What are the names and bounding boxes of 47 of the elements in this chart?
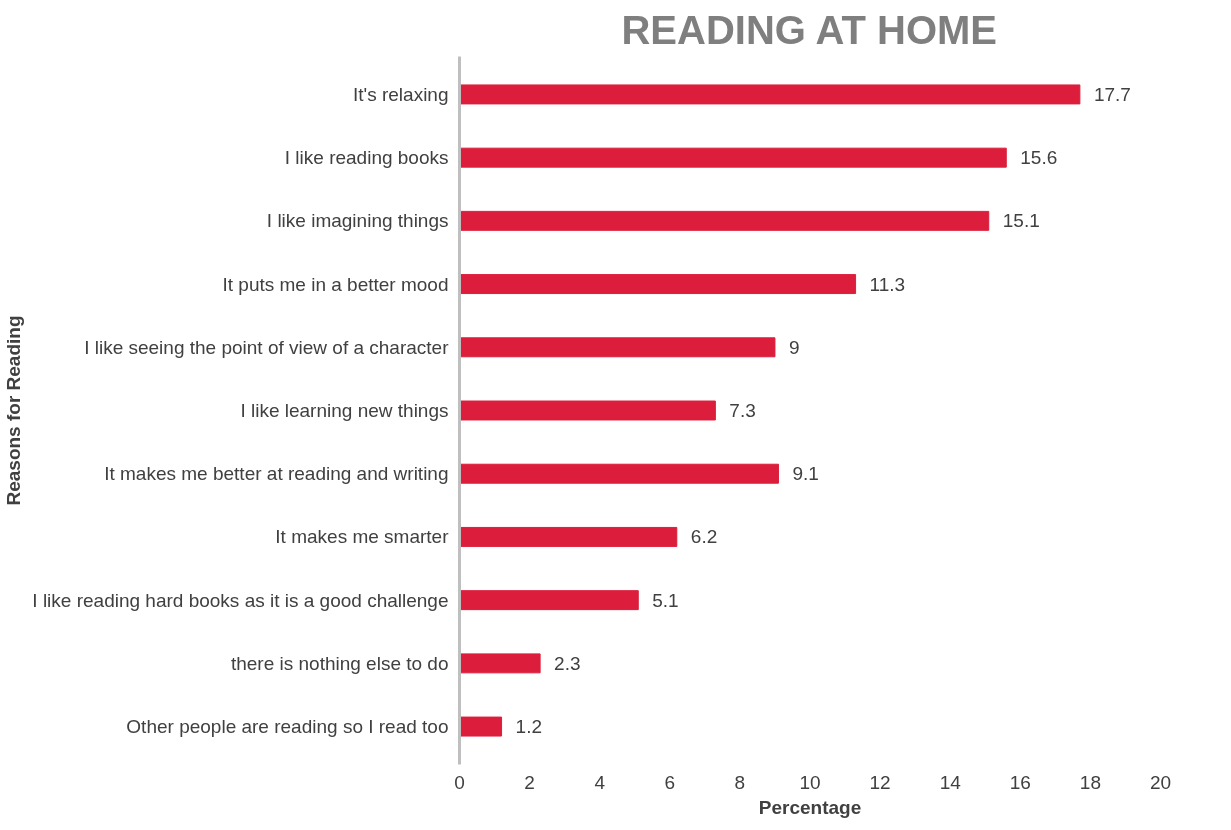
x-tick-label: 4	[594, 771, 606, 793]
y-tick-label: I like imagining things	[266, 210, 449, 232]
x-tick-label: 2	[524, 771, 535, 793]
y-tick-label: It makes me better at reading and writing	[104, 463, 449, 485]
data-label: 15.6	[1020, 147, 1058, 169]
y-tick-label: I like reading books	[284, 147, 449, 169]
bar	[459, 274, 857, 295]
x-tick-label: 18	[1079, 771, 1101, 793]
data-label: 7.3	[729, 400, 756, 421]
bar	[459, 210, 990, 231]
data-label: 5.1	[652, 589, 679, 611]
data-label: 2.3	[554, 652, 581, 674]
x-tick-label: 12	[869, 771, 891, 793]
x-tick-label: 16	[1009, 771, 1031, 793]
bar	[459, 147, 1007, 168]
y-tick-label: I like seeing the point of view of a character	[84, 336, 450, 358]
x-tick-label: 8	[734, 771, 746, 793]
x-axis-title: Percentage	[758, 796, 862, 818]
x-tick-label: 0	[454, 771, 465, 793]
data-label: 9	[788, 336, 800, 358]
y-tick-label: I like learning new things	[240, 400, 449, 421]
bar	[459, 526, 678, 547]
x-tick-label: 14	[939, 771, 962, 793]
chart-title: READING AT HOME	[621, 7, 998, 52]
bar	[459, 400, 716, 421]
bar	[459, 463, 779, 484]
y-tick-label: It's relaxing	[353, 83, 449, 105]
bar	[459, 716, 503, 737]
x-tick-label: 20	[1149, 771, 1172, 793]
y-tick-label: Other people are reading so I read too	[126, 716, 449, 738]
y-tick-label: It puts me in a better mood	[222, 273, 449, 295]
data-label: 6.2	[690, 526, 718, 548]
bar	[459, 590, 639, 611]
data-label: 9.1	[792, 463, 819, 485]
x-tick-label: 6	[664, 771, 676, 793]
bar	[459, 84, 1081, 105]
bar	[459, 337, 776, 358]
bar	[459, 653, 541, 674]
data-label: 11.3	[869, 273, 906, 295]
y-tick-label: It makes me smarter	[275, 526, 450, 548]
y-tick-label: there is nothing else to do	[230, 652, 449, 674]
data-label: 15.1	[1002, 210, 1040, 232]
data-label: 1.2	[515, 716, 542, 738]
x-tick-label: 10	[799, 771, 821, 793]
y-tick-label: I like reading hard books as it is a good challenge	[32, 589, 449, 611]
data-label: 17.7	[1093, 83, 1131, 105]
y-axis-title: Reasons for Reading	[3, 315, 25, 506]
